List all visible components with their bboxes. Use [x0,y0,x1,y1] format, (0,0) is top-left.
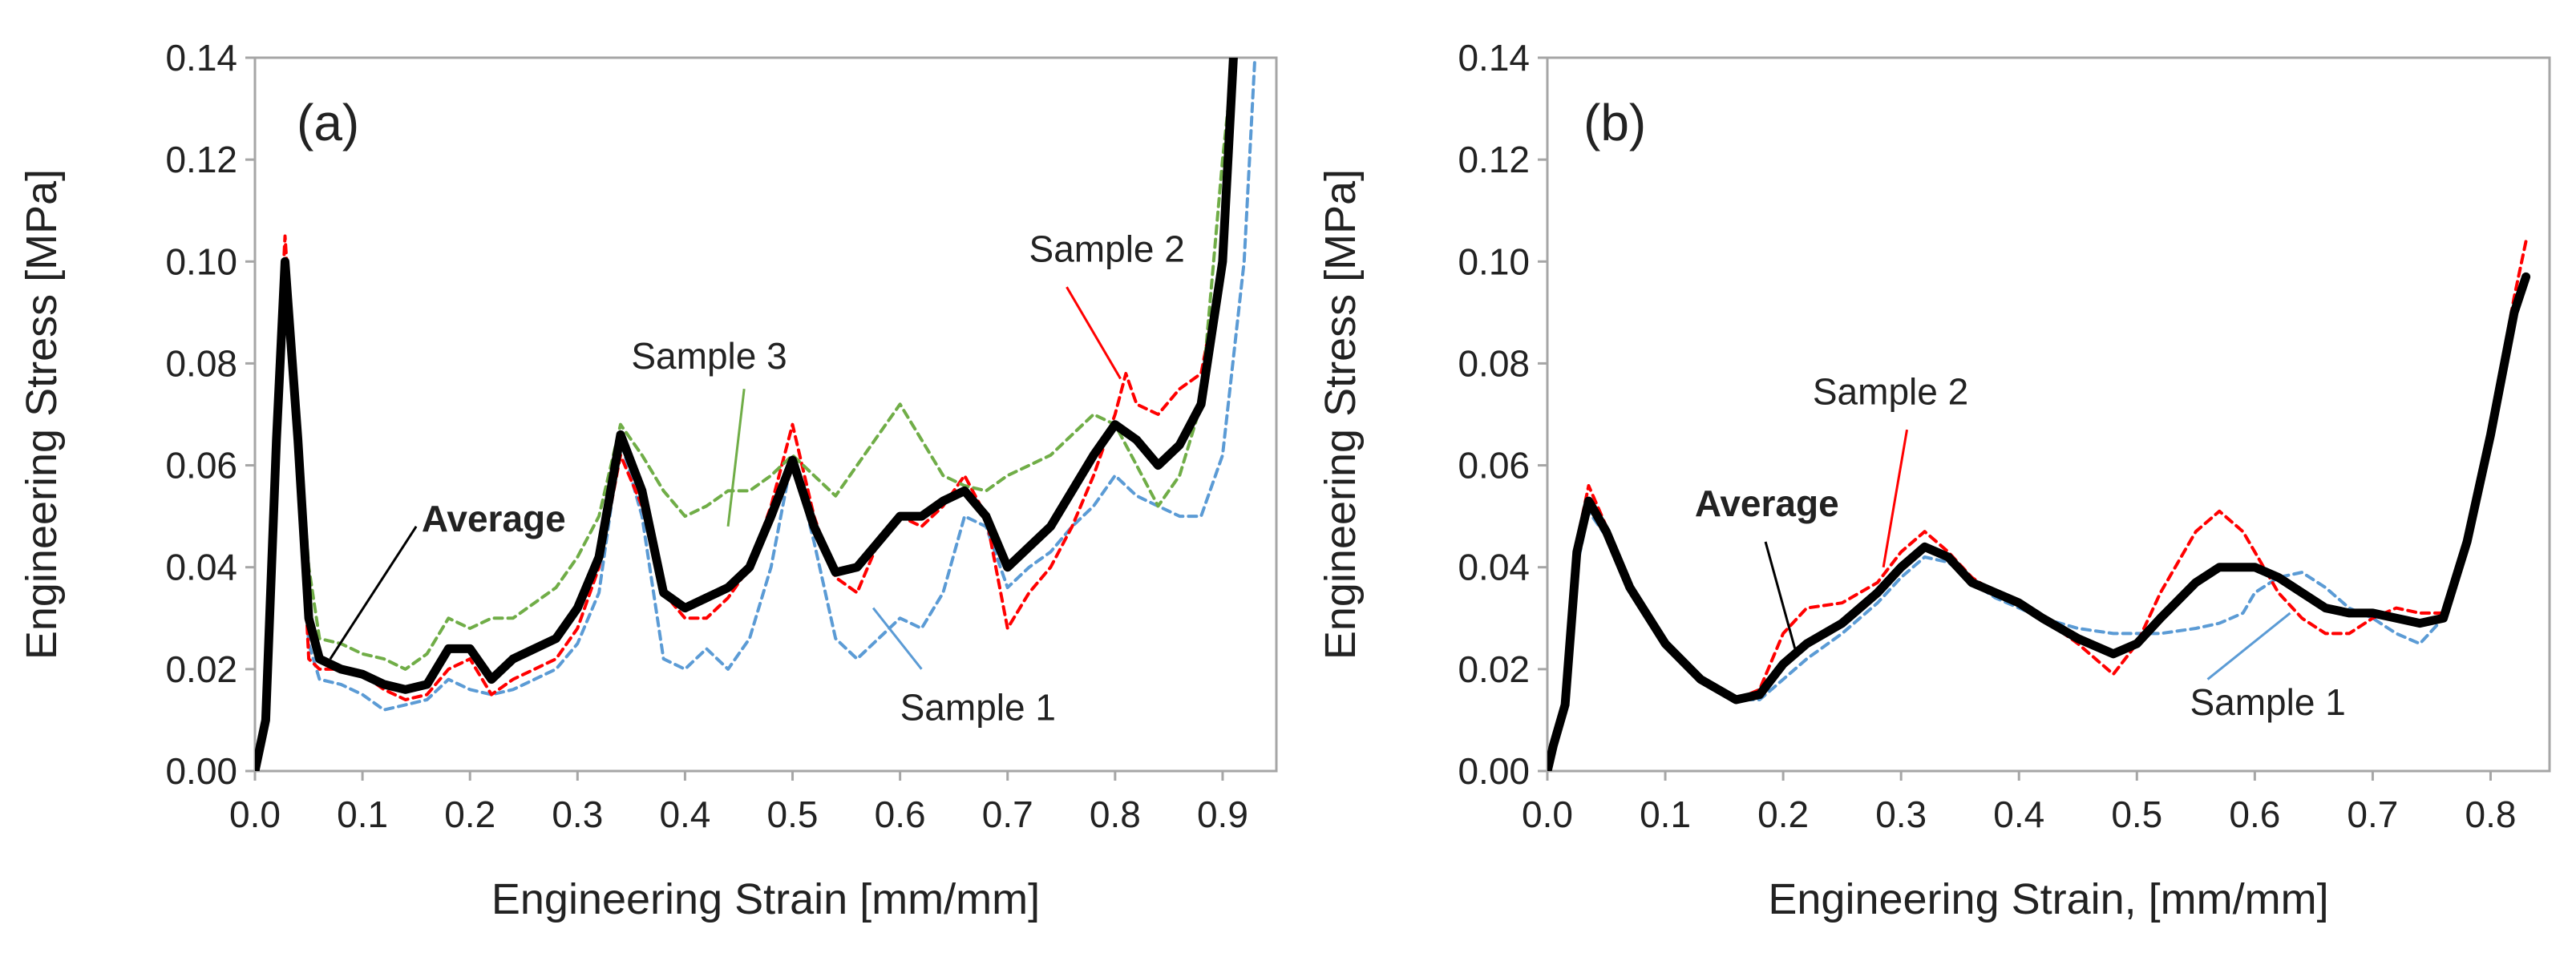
x-tick-label: 0.2 [1757,793,1809,835]
annotation-leader-line [726,389,746,527]
x-tick-label: 0.6 [875,793,926,835]
y-tick-label: 0.00 [1458,750,1530,792]
y-tick-label: 0.04 [1458,547,1530,588]
x-tick-label: 0.3 [1875,793,1927,835]
chart-panel-b: 0.00 0.02 0.04 0.06 0.08 0.10 0.12 0.14 0.0 0.1 0.… [1316,37,2551,923]
y-tick-label: 0.08 [165,342,237,384]
y-tick-label: 0.12 [1458,139,1530,180]
annotation-label: Sample 3 [631,335,787,377]
y-tick-label: 0.06 [165,445,237,487]
x-tick-label: 0.7 [982,793,1033,835]
chart-panel-a: 0.00 0.02 0.04 0.06 0.08 0.10 0.12 0.14 0.0 0.1 0.… [18,37,1278,923]
panel-label: (b) [1583,94,1646,151]
annotation-leader-line [1066,286,1122,380]
annotation-leader-line [1882,429,1909,567]
x-tick-label: 0.5 [2111,793,2162,835]
y-axis-title: Engineering Stress [MPa] [1316,169,1365,660]
y-tick-label: 0.04 [165,547,237,588]
x-tick-label: 0.1 [337,793,388,835]
x-tick-label: 0.5 [767,793,819,835]
x-tick-label: 0.8 [1090,793,1141,835]
series-line-sample-1 [255,58,1257,771]
y-tick-label: 0.14 [165,37,237,79]
annotation-label: Sample 2 [1029,228,1185,269]
x-tick-label: 0.8 [2465,793,2516,835]
annotation-leader-line [2206,612,2291,680]
series-line-sample-3 [255,58,1235,771]
annotation-label: Sample 2 [1813,370,1968,412]
y-tick-label: 0.06 [1458,445,1530,487]
y-tick-label: 0.00 [165,750,237,792]
panel-label: (a) [297,94,359,151]
series-line-sample-2 [255,58,1235,771]
x-tick-label: 0.7 [2347,793,2398,835]
plot-area-border [253,56,1278,773]
x-tick-label: 0.6 [2229,793,2280,835]
annotation-label: Average [1695,483,1839,524]
y-tick-label: 0.02 [1458,648,1530,690]
y-tick-label: 0.14 [1458,37,1530,79]
y-tick-label: 0.10 [165,240,237,282]
annotation-label: Sample 1 [2190,681,2345,723]
x-tick-label: 0.0 [229,793,281,835]
x-tick-label: 0.4 [1993,793,2044,835]
x-tick-label: 0.3 [552,793,603,835]
y-tick-label: 0.08 [1458,342,1530,384]
y-axis-title: Engineering Stress [MPa] [18,169,66,660]
annotation-label: Average [422,498,566,539]
x-tick-label: 0.2 [444,793,495,835]
x-tick-label: 0.4 [659,793,710,835]
y-tick-label: 0.02 [165,648,237,690]
x-tick-label: 0.0 [1522,793,1573,835]
y-tick-label: 0.12 [165,139,237,180]
x-tick-label: 0.9 [1197,793,1248,835]
x-axis-title: Engineering Strain, [mm/mm] [1768,875,2328,923]
x-tick-label: 0.1 [1640,793,1691,835]
series-line-average [255,58,1238,771]
annotation-leader-line [329,526,418,660]
y-tick-label: 0.10 [1458,240,1530,282]
annotation-leader-line [871,607,923,670]
x-axis-title: Engineering Strain [mm/mm] [491,875,1040,923]
plot-area-border [1546,56,2551,773]
series-line-average [1547,272,2531,771]
annotation-leader-line [1764,541,1797,649]
annotation-label: Sample 1 [900,686,1056,728]
